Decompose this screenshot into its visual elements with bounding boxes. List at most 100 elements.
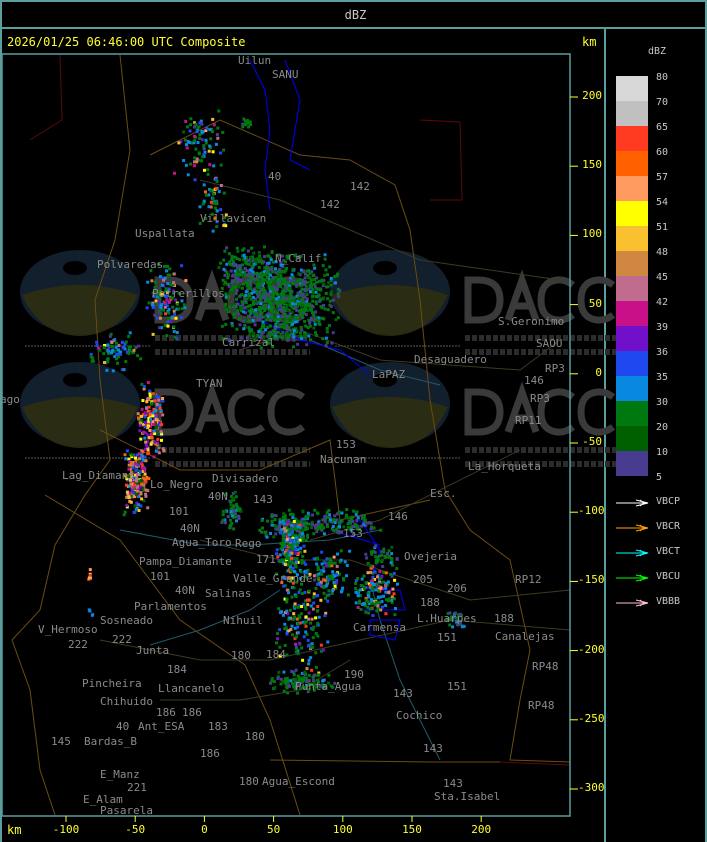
echo-cell xyxy=(289,679,293,683)
echo-cell xyxy=(233,255,237,259)
echo-cell xyxy=(362,602,366,606)
echo-cell xyxy=(462,624,466,628)
map-line xyxy=(11,54,131,816)
echo-cell xyxy=(235,246,239,250)
place-label: Rego xyxy=(235,537,262,550)
echo-cell xyxy=(314,587,318,590)
echo-cell xyxy=(259,272,262,276)
echo-cell xyxy=(271,345,275,349)
echo-cell xyxy=(287,254,291,258)
echo-cell xyxy=(273,326,277,330)
echo-cell xyxy=(265,278,269,282)
echo-cell xyxy=(314,287,318,291)
echo-cell xyxy=(379,608,383,612)
echo-cell xyxy=(303,295,307,299)
echo-cell xyxy=(373,578,377,581)
echo-cell xyxy=(372,599,376,603)
echo-cell xyxy=(202,144,206,148)
echo-cell xyxy=(142,465,146,469)
echo-cell xyxy=(197,151,201,155)
echo-cell xyxy=(254,262,258,266)
echo-cell xyxy=(232,279,236,283)
echo-cell xyxy=(195,160,199,164)
echo-cell xyxy=(157,396,161,400)
echo-cell xyxy=(282,558,286,562)
echo-cell xyxy=(256,334,260,337)
echo-cell xyxy=(282,325,286,329)
echo-cell xyxy=(279,682,283,686)
echo-cell xyxy=(291,633,294,637)
echo-cell xyxy=(229,499,233,503)
legend-level-label: 70 xyxy=(656,97,669,108)
echo-cell xyxy=(241,270,245,274)
echo-cell xyxy=(262,330,266,334)
echo-cell xyxy=(457,613,461,617)
echo-cell xyxy=(310,283,314,287)
echo-cell xyxy=(151,291,155,295)
echo-cell xyxy=(384,583,387,587)
echo-cell xyxy=(248,281,252,285)
echo-cell xyxy=(267,261,271,265)
echo-cell xyxy=(145,406,149,410)
echo-cell xyxy=(385,583,389,587)
echo-cell xyxy=(138,421,142,425)
echo-cell xyxy=(259,294,263,298)
echo-cell xyxy=(285,557,289,560)
echo-cell xyxy=(391,587,395,591)
echo-cell xyxy=(277,269,281,273)
echo-cell xyxy=(287,325,291,329)
map-line xyxy=(269,759,500,763)
echo-cell xyxy=(304,599,307,603)
echo-cell xyxy=(272,292,276,296)
echo-cell xyxy=(291,541,295,545)
echo-cell xyxy=(370,598,374,602)
echo-cell xyxy=(311,607,315,611)
echo-cell xyxy=(153,399,157,403)
echo-cell xyxy=(269,298,273,302)
echo-cell xyxy=(151,332,155,336)
echo-cell xyxy=(242,327,246,331)
echo-cell xyxy=(262,335,266,339)
echo-cell xyxy=(299,325,303,329)
echo-cell xyxy=(371,585,375,589)
echo-cell xyxy=(320,523,324,527)
place-label: 188 xyxy=(420,596,440,609)
echo-cell xyxy=(223,273,227,277)
echo-cell xyxy=(331,519,335,523)
echo-cell xyxy=(136,477,140,481)
place-label: 206 xyxy=(447,582,467,595)
map-line xyxy=(199,179,561,281)
echo-cell xyxy=(285,600,289,604)
echo-cell xyxy=(307,522,311,526)
echo-cell xyxy=(275,552,279,556)
echo-cell xyxy=(309,604,313,608)
echo-cell xyxy=(179,140,183,144)
dacc-logo xyxy=(20,362,310,467)
echo-cell xyxy=(310,526,313,530)
echo-cell xyxy=(373,570,376,574)
echo-cell xyxy=(302,560,306,564)
echo-cell xyxy=(265,266,269,269)
echo-cell xyxy=(265,334,269,338)
echo-cell xyxy=(108,334,112,338)
echo-cell xyxy=(295,542,299,546)
echo-cell xyxy=(290,524,294,527)
echo-cell xyxy=(288,318,292,322)
echo-cell xyxy=(244,290,248,294)
echo-cell xyxy=(334,281,337,285)
echo-cell xyxy=(352,509,356,513)
echo-cell xyxy=(319,583,323,587)
echo-cell xyxy=(149,418,153,422)
echo-cell xyxy=(323,578,327,582)
echo-cell xyxy=(163,323,167,327)
echo-cell xyxy=(373,603,377,607)
place-label: Valle_Grande xyxy=(233,572,312,585)
echo-cell xyxy=(393,613,397,617)
echo-cell xyxy=(143,425,147,429)
echo-cell xyxy=(334,318,338,322)
echo-cell xyxy=(299,334,303,338)
echo-cell xyxy=(227,252,231,256)
echo-cell xyxy=(276,310,280,314)
echo-cell xyxy=(231,259,235,263)
